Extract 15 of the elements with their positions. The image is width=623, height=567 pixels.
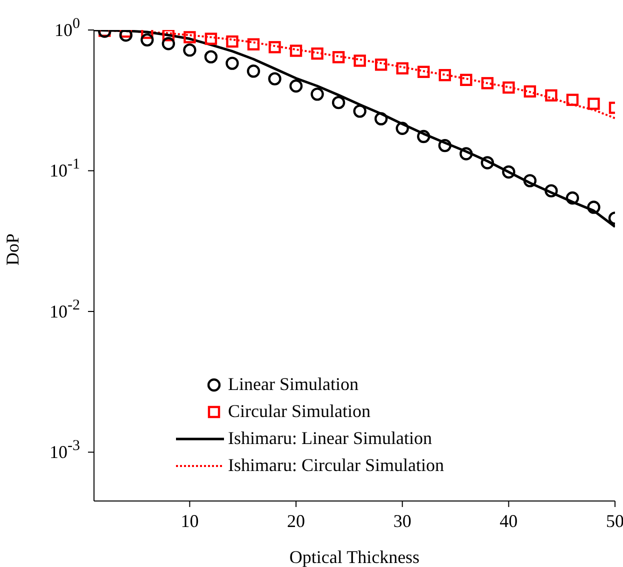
legend-label: Ishimaru: Linear Simulation	[228, 428, 432, 449]
x-axis-title: Optical Thickness	[289, 547, 420, 567]
y-axis-title: DoP	[2, 233, 22, 266]
legend-label: Ishimaru: Circular Simulation	[228, 455, 444, 476]
y-tick-label: 10$^{-2}$	[50, 297, 80, 322]
legend-label: Linear Simulation	[228, 374, 358, 395]
x-tick-label: 10	[180, 511, 199, 531]
x-tick-label: 20	[287, 511, 306, 531]
x-tick-label: 30	[393, 511, 412, 531]
legend-label: Circular Simulation	[228, 401, 370, 422]
x-tick-label: 50	[606, 511, 623, 531]
y-tick-label: 10$^{0}$	[54, 16, 80, 40]
y-tick-label: 10$^{-3}$	[50, 438, 80, 462]
x-tick-label: 40	[500, 511, 518, 531]
y-tick-label: 10$^{-1}$	[50, 156, 80, 181]
